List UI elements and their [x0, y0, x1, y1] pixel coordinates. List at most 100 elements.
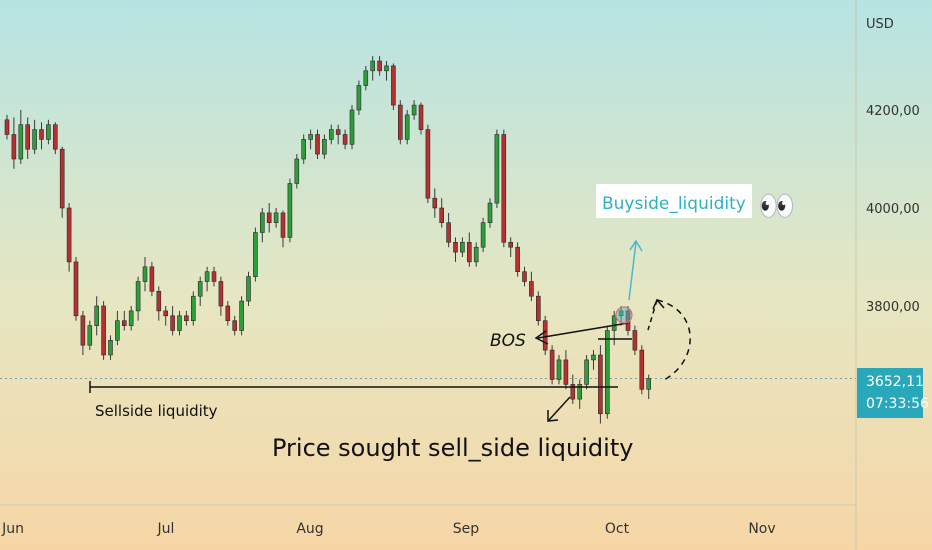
candle-body	[480, 222, 486, 248]
candle-body	[218, 281, 224, 307]
y-axis-ticks: 4200,00 4000,00 3800,00	[866, 104, 920, 315]
candle-body	[611, 315, 617, 331]
candle-body	[397, 104, 403, 140]
candle-body	[639, 349, 645, 390]
buyside-label-box	[596, 184, 752, 218]
x-tick-label: Nov	[748, 521, 775, 537]
candle-body	[535, 295, 541, 322]
candle-body	[466, 242, 472, 263]
candle-body	[18, 124, 24, 160]
currency-label: USD	[866, 17, 894, 32]
candle-body	[473, 246, 479, 263]
buyside-label: Buyside_liquidity	[602, 194, 746, 214]
buyside-arrow-head	[629, 239, 643, 252]
candle-body	[349, 109, 355, 145]
y-tick-label: 4000,00	[866, 202, 920, 217]
candle-body	[370, 60, 376, 72]
caption-arrow-line	[548, 396, 571, 421]
candle-body	[487, 202, 493, 224]
candle-body	[646, 378, 652, 390]
candle-body	[32, 129, 37, 150]
candle-body	[294, 158, 300, 184]
y-tick-label: 4200,00	[866, 104, 920, 119]
caption-arrow-head	[547, 410, 559, 422]
projection-dashed-path	[656, 299, 691, 381]
candle-body	[598, 354, 603, 415]
candle-body	[52, 124, 58, 150]
candle-body	[128, 310, 134, 326]
candle-body	[197, 281, 203, 297]
candle-body	[501, 134, 507, 243]
candle-body	[604, 330, 610, 415]
last-price-countdown: 07:33:56	[866, 396, 929, 412]
candle-body	[411, 104, 417, 116]
x-tick-label: Aug	[296, 521, 323, 537]
x-tick-label: Oct	[605, 521, 630, 537]
candle-body	[273, 212, 279, 223]
x-tick-label: Jul	[157, 521, 175, 537]
candle-body	[94, 305, 99, 326]
candle-body	[384, 65, 389, 72]
bos-label: BOS	[490, 331, 526, 351]
candle-body	[529, 281, 534, 297]
candle-body	[246, 276, 251, 302]
candle-body	[425, 129, 431, 199]
x-axis-ticks: Jun Jul Aug Sep Oct Nov	[1, 521, 776, 537]
buyside-arrow-line	[628, 241, 637, 301]
candle-body	[328, 129, 334, 140]
candle-body	[39, 129, 44, 140]
candle-body	[522, 271, 527, 282]
candle-body	[149, 266, 155, 292]
last-price-badge	[857, 368, 923, 418]
candle-body	[266, 212, 272, 223]
candle-body	[115, 320, 120, 341]
candle-body	[156, 290, 162, 312]
candle-body	[632, 330, 638, 351]
bos-arrow-line	[537, 322, 629, 339]
candle-body	[73, 261, 79, 317]
candle-body	[225, 305, 231, 321]
y-tick-label: 3800,00	[866, 300, 920, 315]
candle-body	[287, 183, 293, 238]
x-tick-label: Jun	[1, 521, 24, 537]
candle-body	[211, 271, 217, 282]
candle-body	[460, 242, 465, 253]
buyside-highlight-circle	[615, 306, 633, 324]
candle-body	[446, 222, 451, 243]
candle-body	[356, 85, 362, 111]
candle-body	[87, 325, 93, 346]
candle-body	[453, 242, 458, 253]
candle-body	[577, 384, 583, 400]
candle-body	[432, 197, 438, 209]
sellside-liquidity-label: Sellside liquidity	[95, 402, 218, 420]
candle-body	[315, 134, 320, 155]
candle-body	[563, 359, 569, 385]
candle-body	[163, 310, 168, 317]
candle-body	[122, 320, 127, 326]
candle-body	[11, 134, 17, 160]
candle-body	[108, 339, 113, 356]
candle-body	[404, 114, 410, 140]
candle-body	[239, 300, 244, 331]
candle-body	[191, 295, 196, 322]
candle-body	[177, 315, 182, 331]
candle-body	[377, 60, 382, 72]
candle-body	[59, 148, 65, 209]
candle-body	[342, 134, 348, 145]
eyes-emoji: 👀	[758, 189, 795, 224]
projection-arrow-head	[652, 298, 665, 310]
candle-body	[556, 359, 562, 380]
candle-body	[66, 207, 72, 263]
candle-body	[232, 320, 237, 331]
last-price-value: 3652,11	[866, 374, 924, 390]
candle-body	[204, 271, 210, 282]
candle-body	[542, 320, 548, 351]
candle-body	[135, 281, 141, 312]
candle-body	[570, 384, 576, 400]
candle-body	[170, 315, 175, 331]
candle-body	[184, 315, 189, 321]
candle-body	[142, 266, 148, 282]
candle-body	[363, 70, 369, 86]
